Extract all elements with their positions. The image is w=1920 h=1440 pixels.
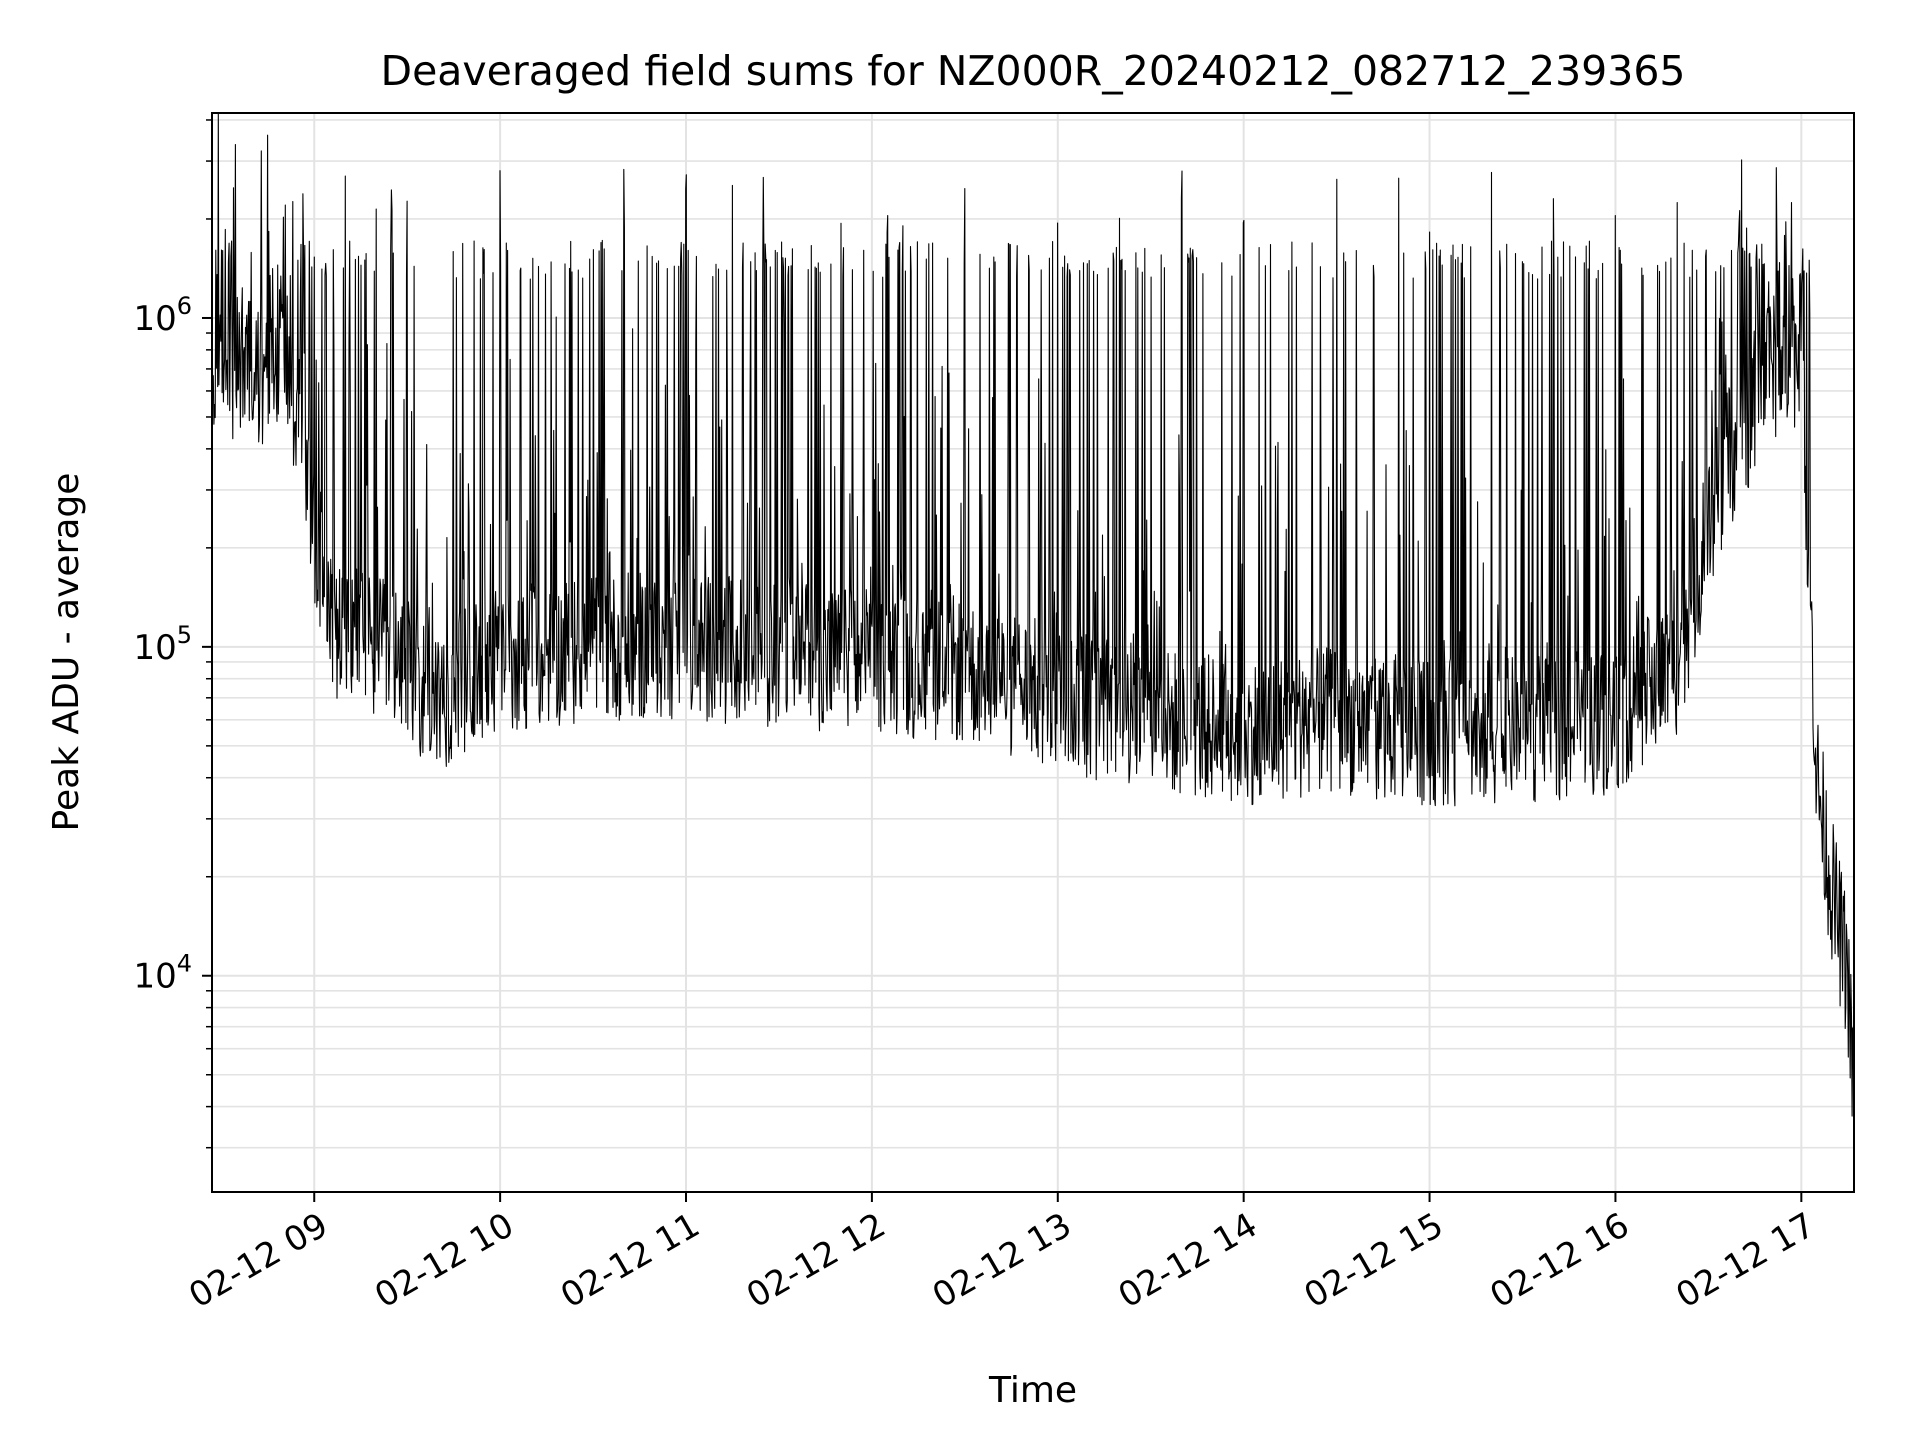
x-axis-label: Time bbox=[988, 1370, 1077, 1411]
x-tick-label: 02-12 17 bbox=[1669, 1205, 1821, 1316]
y-tick-exponent: 6 bbox=[177, 292, 192, 320]
series-line bbox=[211, 112, 1855, 1126]
x-tick-label: 02-12 09 bbox=[182, 1205, 334, 1316]
y-tick-label: 106 bbox=[133, 292, 192, 339]
plot-frame bbox=[211, 112, 1855, 1193]
x-tick-label: 02-12 15 bbox=[1298, 1205, 1450, 1316]
y-tick-base: 10 bbox=[133, 957, 176, 997]
x-tick-label: 02-12 12 bbox=[740, 1205, 892, 1316]
x-tick-labels: 02-12 09 02-12 10 02-12 11 02-12 12 02-12 13… bbox=[182, 1205, 1821, 1316]
y-tick-label: 105 bbox=[133, 621, 192, 668]
chart-title: Deaveraged field sums for NZ000R_2024021… bbox=[381, 47, 1686, 95]
x-tick-label: 02-12 10 bbox=[368, 1205, 520, 1316]
y-tick-base: 10 bbox=[133, 299, 176, 339]
ticks bbox=[202, 119, 1803, 1202]
x-tick-label: 02-12 16 bbox=[1484, 1205, 1636, 1316]
x-tick-label: 02-12 11 bbox=[554, 1205, 706, 1316]
y-tick-label: 104 bbox=[133, 950, 192, 997]
x-tick-label: 02-12 13 bbox=[926, 1205, 1078, 1316]
y-axis-label: Peak ADU - average bbox=[46, 473, 87, 832]
y-tick-exponent: 5 bbox=[177, 621, 192, 649]
data-line bbox=[211, 112, 1855, 1126]
y-tick-base: 10 bbox=[133, 628, 176, 668]
grid bbox=[212, 113, 1854, 1192]
y-tick-exponent: 4 bbox=[177, 950, 192, 978]
x-tick-label: 02-12 14 bbox=[1112, 1205, 1264, 1316]
